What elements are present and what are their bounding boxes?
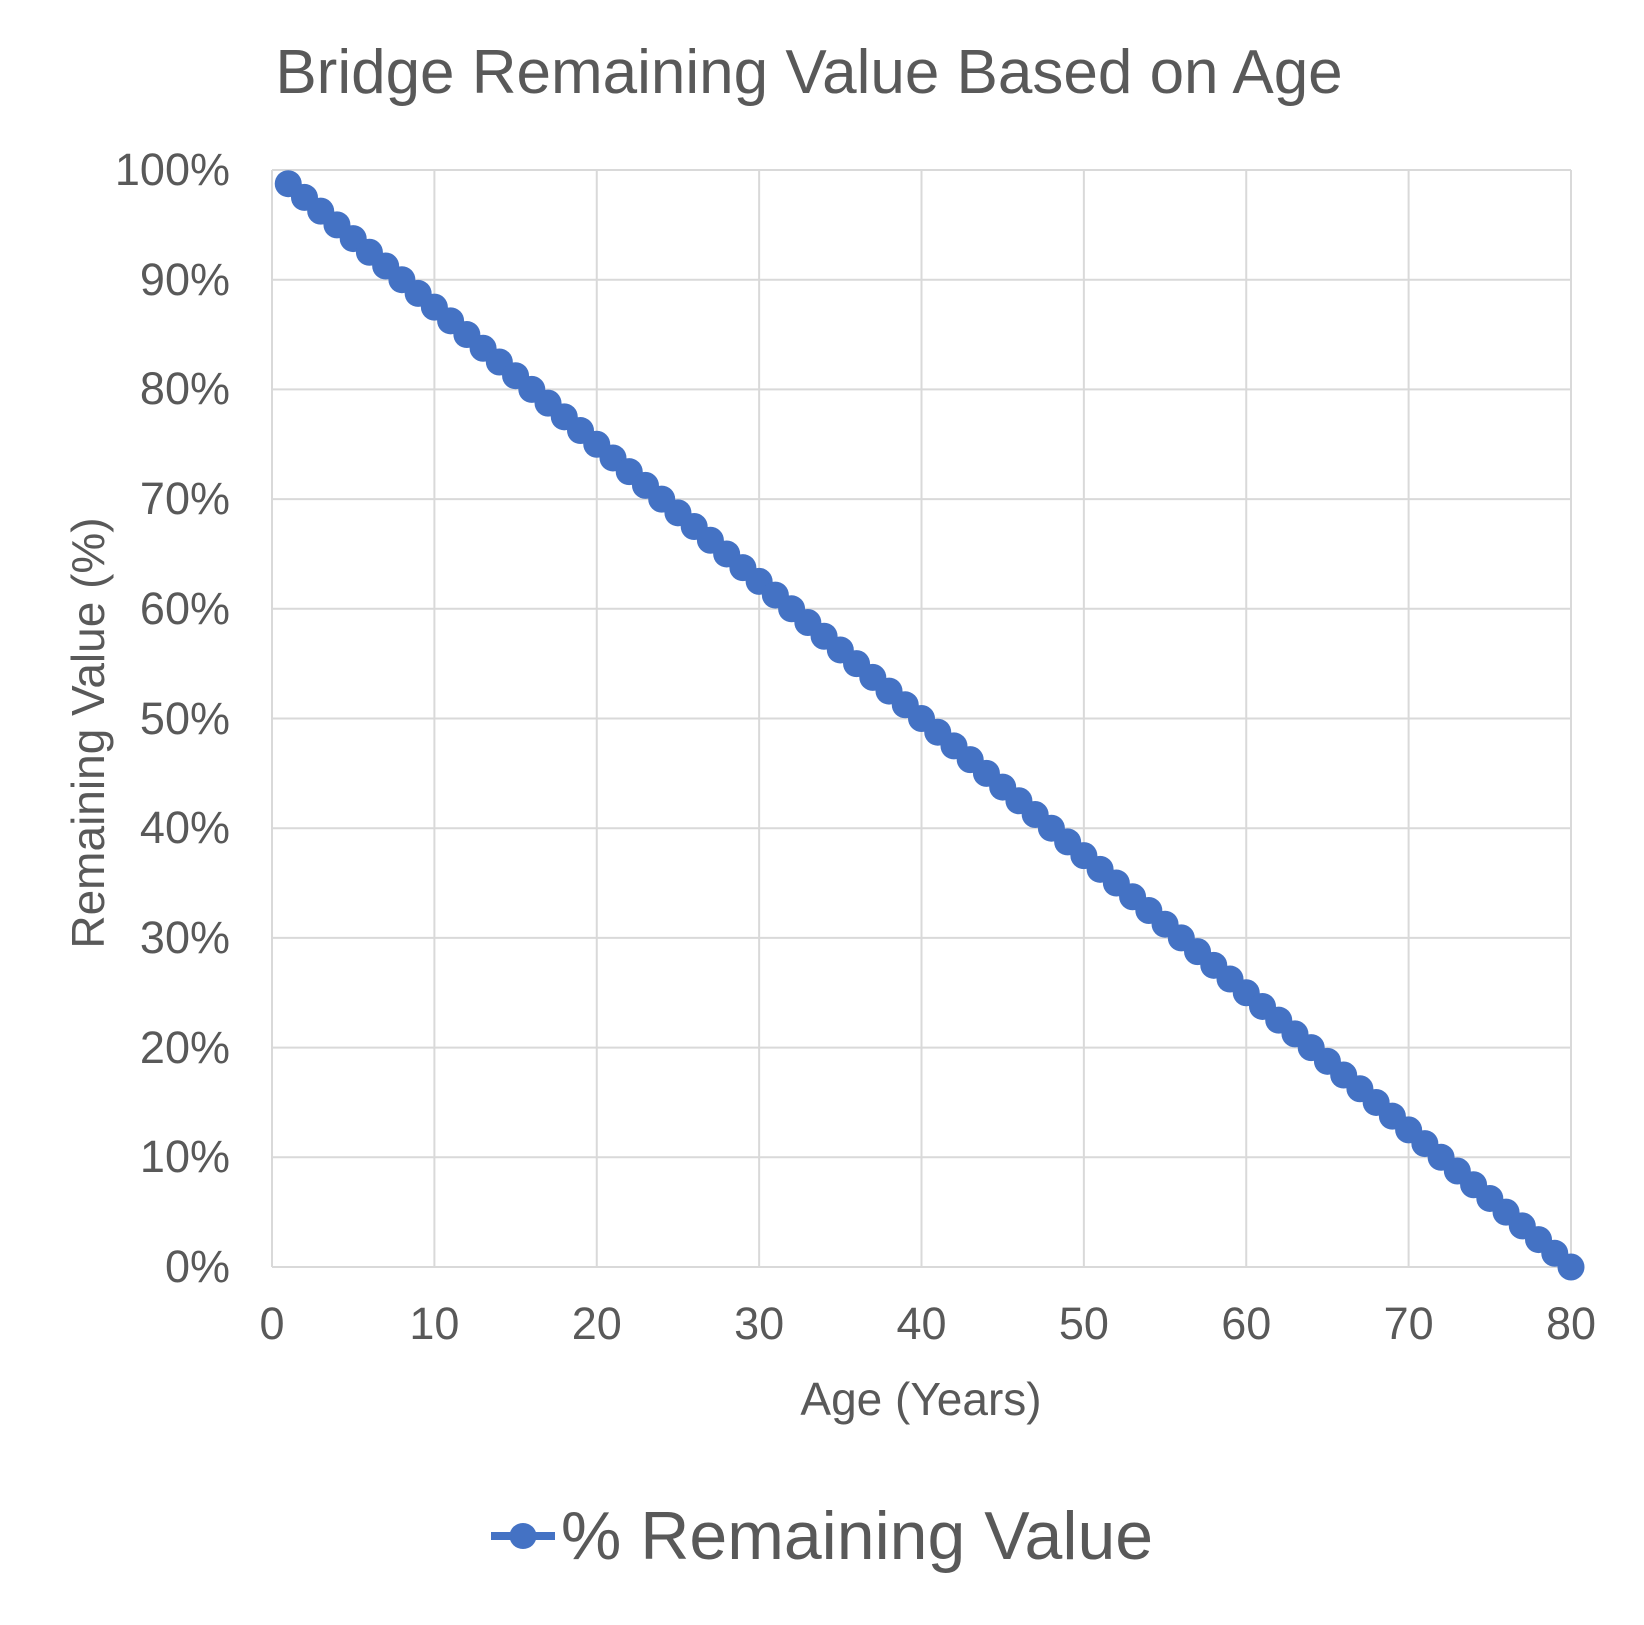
- x-axis-tick-label: 0: [259, 1298, 285, 1349]
- x-axis-title: Age (Years): [800, 1373, 1042, 1425]
- x-axis-tick-label: 10: [409, 1298, 460, 1349]
- x-axis-tick-label: 50: [1058, 1298, 1109, 1349]
- x-axis-tick-label: 60: [1221, 1298, 1272, 1349]
- x-axis-tick-label: 20: [571, 1298, 622, 1349]
- plot-area: [271, 169, 1585, 1281]
- y-axis-tick-label: 100%: [114, 144, 230, 195]
- x-axis-tick-label: 30: [734, 1298, 785, 1349]
- data-point-marker: [1557, 1253, 1585, 1281]
- legend-label: % Remaining Value: [560, 1498, 1154, 1574]
- y-axis-tick-label: 40%: [139, 802, 230, 854]
- y-axis-tick-label: 90%: [139, 253, 230, 305]
- chart-title: Bridge Remaining Value Based on Age: [275, 38, 1343, 107]
- y-axis-tick-label: 20%: [139, 1021, 230, 1073]
- y-axis-tick-label: 50%: [139, 692, 230, 744]
- legend-line-marker-icon: [490, 1523, 555, 1549]
- x-axis-tick-label: 40: [896, 1298, 947, 1349]
- y-axis-tick-label: 0%: [164, 1241, 230, 1292]
- x-axis-tick-label: 70: [1383, 1298, 1434, 1349]
- y-axis-tick-label: 30%: [139, 911, 230, 963]
- x-axis-tick-label: 80: [1545, 1298, 1597, 1349]
- y-axis-tick-label: 70%: [139, 473, 230, 525]
- y-axis-tick-label: 10%: [139, 1131, 230, 1183]
- y-axis-tick-label: 80%: [139, 363, 230, 415]
- legend: % Remaining Value: [0, 1488, 1644, 1584]
- y-axis-tick-label: 60%: [139, 582, 230, 634]
